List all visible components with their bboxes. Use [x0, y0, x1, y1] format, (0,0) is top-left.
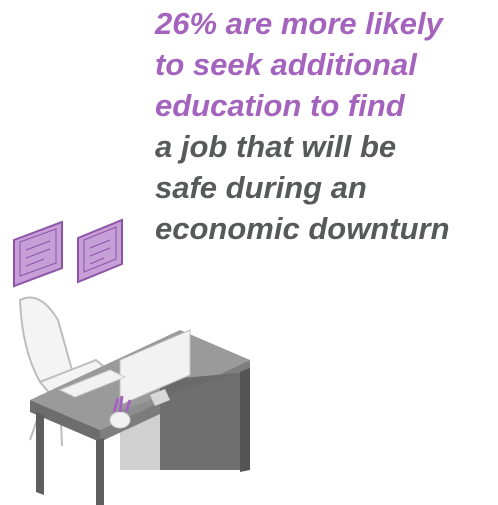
desk: [30, 329, 250, 505]
headline-line: 26% are more likely: [154, 6, 445, 41]
headline-line: a job that will be: [155, 129, 396, 164]
headline-line: to seek additional: [155, 47, 418, 82]
headline: 26% are more likely to seek additional edu…: [154, 6, 450, 246]
headline-line: economic downturn: [155, 211, 450, 246]
headline-line: safe during an: [155, 170, 367, 205]
headline-line: education to find: [155, 88, 406, 123]
certificates: [13, 218, 123, 288]
